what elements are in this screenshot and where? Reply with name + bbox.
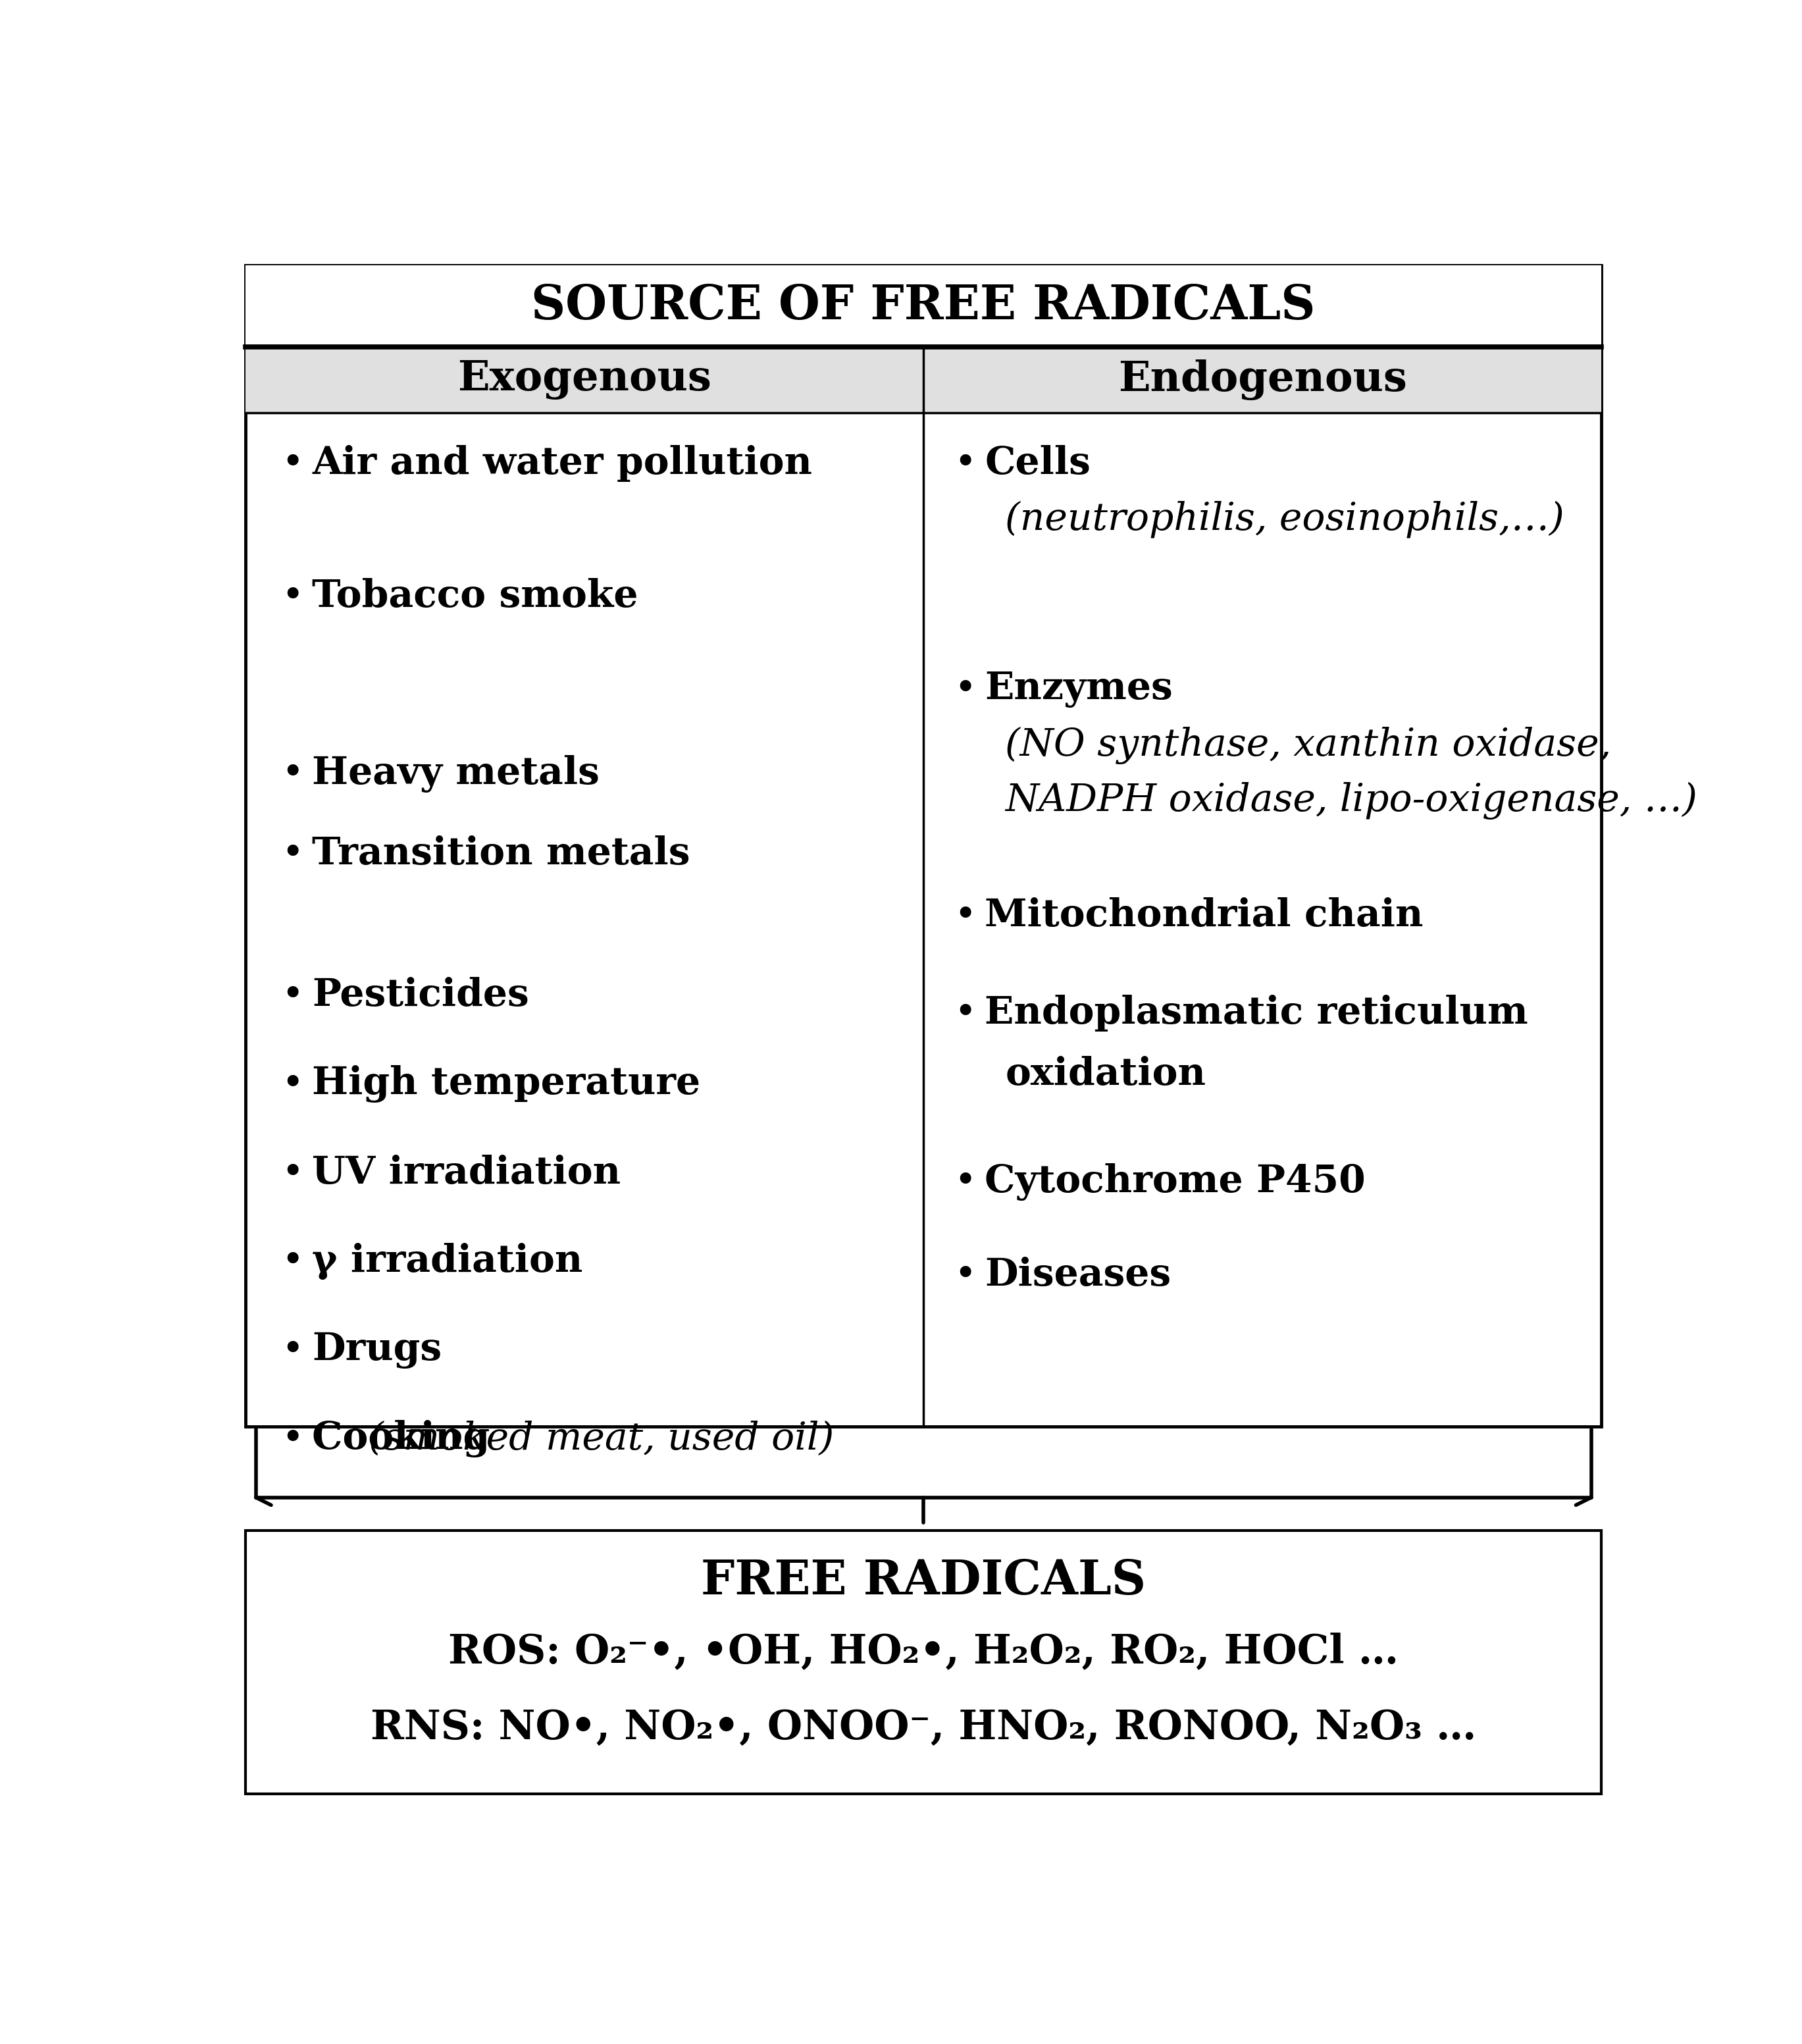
Text: Endoplasmatic reticulum: Endoplasmatic reticulum: [984, 995, 1528, 1032]
Text: •: •: [281, 1243, 305, 1280]
Text: •: •: [953, 897, 977, 934]
Text: Cooking: Cooking: [312, 1421, 503, 1457]
Text: oxidation: oxidation: [1006, 1055, 1206, 1091]
Text: •: •: [281, 446, 305, 482]
Text: High temperature: High temperature: [312, 1065, 701, 1104]
Text: Drugs: Drugs: [312, 1333, 441, 1369]
Text: (smoked meat, used oil): (smoked meat, used oil): [369, 1421, 834, 1457]
Text: RNS: NO•, NO₂•, ONOO⁻, HNO₂, RONOO, N₂O₃ …: RNS: NO•, NO₂•, ONOO⁻, HNO₂, RONOO, N₂O₃…: [371, 1709, 1476, 1748]
Text: •: •: [281, 1155, 305, 1192]
Text: Enzymes: Enzymes: [984, 670, 1173, 707]
Text: •: •: [281, 1333, 305, 1369]
Text: Heavy metals: Heavy metals: [312, 754, 600, 793]
Text: •: •: [953, 446, 977, 482]
Text: •: •: [281, 1065, 305, 1102]
Text: SOURCE OF FREE RADICALS: SOURCE OF FREE RADICALS: [532, 282, 1315, 329]
Text: Cells: Cells: [984, 446, 1090, 482]
Text: •: •: [953, 670, 977, 707]
Bar: [245, 266, 1602, 1427]
Text: •: •: [281, 977, 305, 1014]
Bar: [245, 1531, 1602, 1795]
Bar: [245, 347, 1602, 413]
Text: (NO synthase, xanthin oxidase,: (NO synthase, xanthin oxidase,: [1006, 726, 1611, 764]
Text: NADPH oxidase, lipo-oxigenase, …): NADPH oxidase, lipo-oxigenase, …): [1006, 783, 1697, 820]
Text: γ irradiation: γ irradiation: [312, 1243, 582, 1280]
Text: •: •: [953, 1163, 977, 1200]
Text: (neutrophilis, eosinophils,…): (neutrophilis, eosinophils,…): [1006, 501, 1564, 538]
Text: •: •: [953, 995, 977, 1032]
Text: Air and water pollution: Air and water pollution: [312, 446, 813, 482]
Text: •: •: [281, 836, 305, 873]
Text: ROS: O₂⁻•, •OH, HO₂•, H₂O₂, RO₂, HOCl …: ROS: O₂⁻•, •OH, HO₂•, H₂O₂, RO₂, HOCl …: [449, 1633, 1398, 1672]
Text: FREE RADICALS: FREE RADICALS: [701, 1558, 1146, 1605]
Text: •: •: [281, 1421, 305, 1457]
Text: Exogenous: Exogenous: [458, 360, 712, 401]
Text: Transition metals: Transition metals: [312, 836, 690, 873]
Text: •: •: [281, 578, 305, 615]
Text: Mitochondrial chain: Mitochondrial chain: [984, 897, 1424, 934]
Text: Cytochrome P450: Cytochrome P450: [984, 1163, 1366, 1200]
Bar: [245, 266, 1602, 347]
Text: •: •: [281, 756, 305, 793]
Text: •: •: [953, 1257, 977, 1294]
Text: UV irradiation: UV irradiation: [312, 1155, 620, 1192]
Text: Endogenous: Endogenous: [1117, 360, 1407, 401]
Text: Diseases: Diseases: [984, 1257, 1171, 1294]
Text: Tobacco smoke: Tobacco smoke: [312, 578, 638, 615]
Text: Pesticides: Pesticides: [312, 977, 530, 1014]
